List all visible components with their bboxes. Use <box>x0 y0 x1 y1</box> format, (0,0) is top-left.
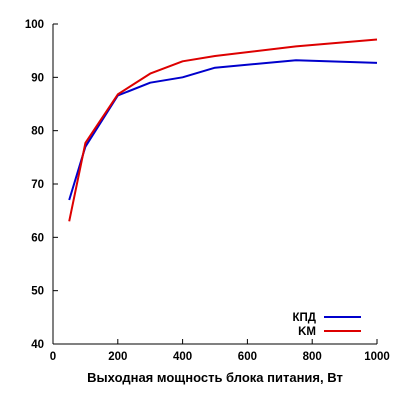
legend-label: КПД <box>293 312 316 324</box>
y-tick-label: 70 <box>31 179 44 191</box>
y-tick-label: 90 <box>31 72 44 84</box>
x-axis-ticks: 0 200 400 600 800 1000 <box>50 339 390 363</box>
x-tick-label: 400 <box>173 351 192 363</box>
y-tick-label: 60 <box>31 232 44 244</box>
x-axis-title: Выходная мощность блока питания, Вт <box>87 370 343 385</box>
series-line-1 <box>68 38 378 222</box>
y-tick-label: 50 <box>31 286 44 298</box>
x-tick-label: 800 <box>303 351 322 363</box>
series-layer <box>68 38 378 222</box>
legend-label: KM <box>298 326 316 338</box>
legend: КПД KM <box>293 312 361 338</box>
series-line-0 <box>68 59 378 201</box>
y-tick-label: 40 <box>31 339 44 351</box>
x-tick-label: 1000 <box>364 351 390 363</box>
x-tick-label: 600 <box>238 351 257 363</box>
y-axis-ticks: 40 50 60 70 80 90 100 <box>25 19 58 351</box>
y-tick-label: 80 <box>31 126 44 138</box>
x-tick-label: 0 <box>50 351 56 363</box>
x-tick-label: 200 <box>108 351 127 363</box>
y-tick-label: 100 <box>25 19 44 31</box>
